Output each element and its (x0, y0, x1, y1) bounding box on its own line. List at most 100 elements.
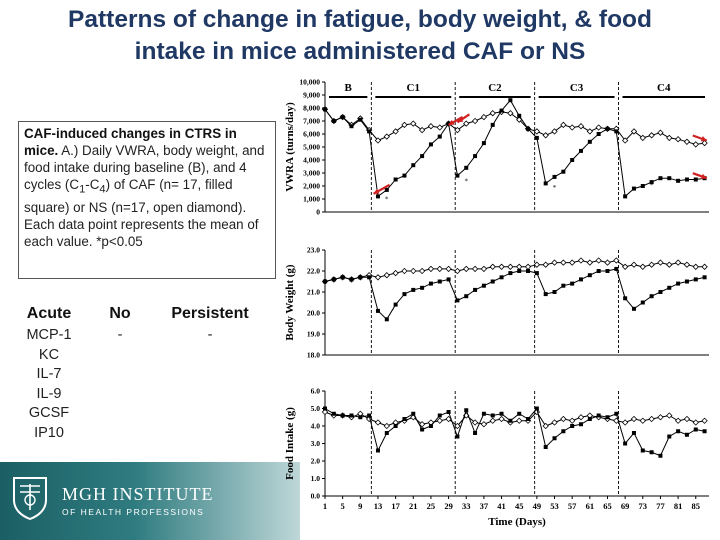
point-caf-body_weight-30 (587, 273, 592, 278)
point-caf-vwra-34 (623, 194, 628, 199)
point-ns-body_weight-32 (604, 259, 611, 266)
point-caf-food_intake-11 (420, 427, 425, 432)
point-caf-vwra-23 (526, 126, 531, 131)
point-caf-vwra-36 (640, 184, 645, 188)
point-caf-body_weight-17 (473, 287, 478, 292)
point-ns-body_weight-22 (516, 263, 523, 270)
point-caf-vwra-26 (552, 174, 557, 179)
annotation-arrowhead-4 (700, 173, 707, 180)
point-ns-body_weight-40 (674, 259, 682, 266)
y-tick-label-vwra-10: 10,000 (299, 78, 320, 87)
point-caf-food_intake-30 (587, 417, 592, 421)
point-caf-food_intake-5 (367, 413, 372, 418)
significance-mark-2: * (553, 184, 557, 192)
point-caf-food_intake-43 (702, 429, 707, 434)
mgh-shield-icon (13, 477, 47, 520)
y-tick-label-vwra-0: 0 (316, 208, 320, 217)
point-caf-vwra-30 (587, 139, 592, 144)
point-caf-body_weight-2 (340, 275, 345, 280)
caption-text: A.) Daily VWRA, body weight, and food in… (24, 143, 265, 192)
point-caf-body_weight-26 (552, 290, 557, 294)
point-caf-food_intake-16 (464, 408, 469, 413)
point-caf-body_weight-28 (570, 281, 575, 286)
chart-layer: 0 1,000 2,000 3,000 4,000 5,000 6,000 7,000 8,00… (284, 78, 709, 528)
point-ns-body_weight-29 (577, 257, 585, 264)
point-caf-vwra-19 (490, 122, 495, 127)
point-ns-body_weight-28 (569, 259, 576, 266)
point-ns-body_weight-6 (374, 274, 382, 281)
point-caf-vwra-0 (323, 107, 327, 112)
point-ns-vwra-43 (701, 139, 708, 147)
point-ns-vwra-26 (551, 128, 558, 135)
point-ns-food_intake-0 (321, 408, 329, 416)
point-caf-vwra-39 (667, 176, 672, 181)
panel-body_weight: 18.0 19.0 20.0 21.0 22.0 23.0 Body Weight (g) (284, 246, 709, 360)
point-ns-vwra-12 (427, 123, 435, 130)
point-caf-vwra-18 (481, 141, 486, 146)
y-tick-label-food_intake-4: 4.0 (311, 422, 321, 431)
y-tick-label-vwra-6: 6,000 (303, 130, 320, 139)
point-ns-body_weight-42 (692, 263, 699, 270)
point-caf-body_weight-5 (367, 275, 372, 280)
acute-item-3: IL-9 (36, 385, 62, 402)
series-line-body_weight-ns (324, 259, 705, 282)
point-ns-vwra-13 (436, 124, 443, 131)
y-label-body_weight: Body Weight (g) (284, 264, 296, 341)
x-tick-label-12: 49 (533, 501, 542, 511)
no-value: - (117, 327, 123, 343)
point-ns-food_intake-36 (639, 417, 646, 424)
point-ns-vwra-25 (542, 132, 549, 139)
point-caf-food_intake-33 (614, 411, 619, 416)
point-ns-body_weight-8 (392, 269, 399, 277)
point-ns-food_intake-19 (489, 417, 496, 424)
panel-vwra: 0 1,000 2,000 3,000 4,000 5,000 6,000 7,000 8,00… (284, 78, 709, 217)
point-caf-vwra-25 (543, 181, 548, 186)
y-tick-label-food_intake-3: 3.0 (311, 439, 321, 448)
point-caf-body_weight-3 (349, 277, 354, 282)
point-caf-vwra-38 (658, 176, 663, 181)
point-ns-vwra-15 (454, 126, 461, 134)
point-caf-food_intake-29 (579, 422, 583, 427)
point-caf-vwra-24 (534, 135, 539, 140)
point-caf-vwra-35 (631, 186, 636, 191)
point-caf-food_intake-10 (411, 411, 416, 416)
point-ns-body_weight-11 (418, 267, 426, 275)
annotation-arrowhead-2 (457, 116, 464, 123)
point-caf-vwra-42 (693, 177, 698, 182)
caption-text2: ) of CAF (n= 17, filled square) or NS (n… (24, 177, 259, 249)
point-ns-vwra-40 (674, 136, 682, 143)
point-caf-body_weight-37 (649, 294, 654, 299)
point-caf-body_weight-0 (323, 279, 327, 284)
point-ns-vwra-28 (569, 124, 576, 131)
point-caf-food_intake-1 (331, 411, 336, 416)
point-caf-body_weight-8 (393, 302, 398, 307)
point-caf-vwra-3 (349, 124, 354, 129)
x-axis-label: Time (Days) (488, 516, 546, 528)
x-tick-label-5: 21 (409, 501, 418, 511)
point-caf-food_intake-20 (499, 411, 504, 416)
point-ns-vwra-30 (586, 128, 593, 135)
y-tick-label-vwra-8: 8,000 (303, 104, 320, 113)
point-caf-food_intake-24 (534, 406, 539, 411)
point-caf-food_intake-36 (640, 448, 645, 453)
point-ns-body_weight-12 (427, 265, 435, 273)
point-caf-body_weight-7 (384, 317, 389, 322)
y-tick-label-food_intake-2: 2.0 (311, 457, 321, 466)
point-ns-food_intake-22 (516, 417, 523, 424)
point-ns-vwra-9 (401, 121, 408, 129)
point-caf-vwra-1 (331, 119, 336, 123)
footer-brand: MGH INSTITUTE OF HEALTH PROFESSIONS (62, 484, 213, 517)
point-ns-vwra-8 (392, 128, 399, 135)
point-caf-body_weight-18 (481, 283, 486, 288)
figure-caption-box: CAF-induced changes in CTRS in mice. A.)… (18, 121, 276, 279)
annotation-arrowhead-1 (448, 119, 455, 125)
point-caf-body_weight-13 (437, 279, 442, 284)
acute-item-4: GCSF (28, 405, 70, 421)
point-caf-food_intake-3 (349, 413, 354, 418)
point-caf-vwra-31 (596, 132, 601, 136)
point-caf-food_intake-22 (517, 411, 522, 416)
point-ns-vwra-34 (621, 137, 629, 144)
x-tick-label-8: 33 (462, 501, 471, 511)
point-caf-food_intake-15 (455, 434, 460, 439)
point-caf-body_weight-41 (684, 279, 689, 284)
